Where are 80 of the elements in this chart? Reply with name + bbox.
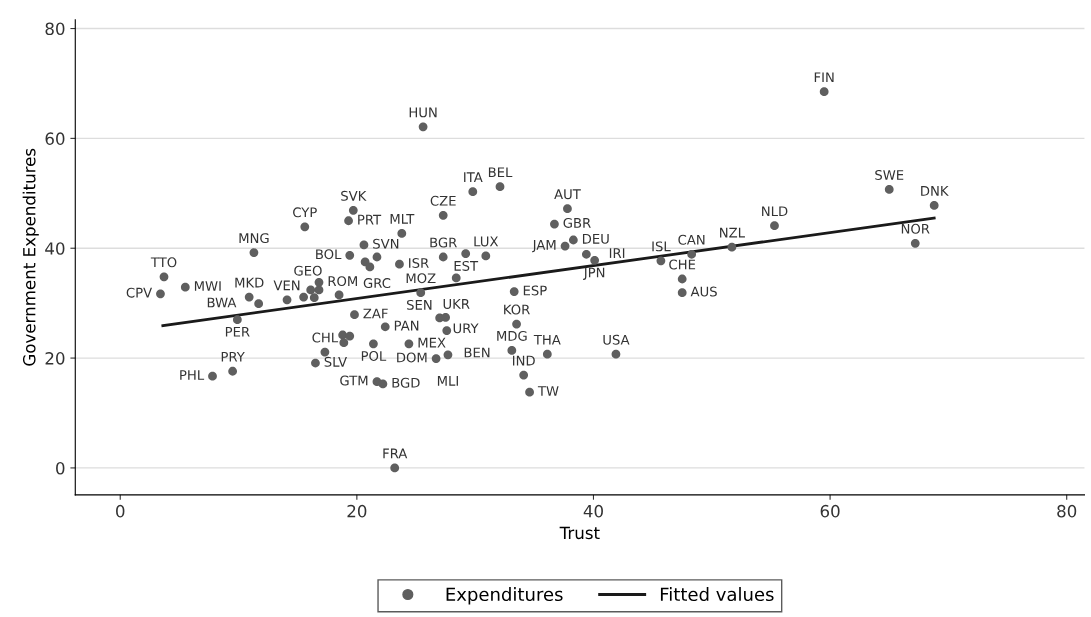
- x-tick-label: 80: [1057, 504, 1077, 518]
- annotation: VEN: [273, 280, 300, 291]
- annotation: GBR: [563, 217, 591, 228]
- x-tick-label: 0: [116, 504, 125, 518]
- annotation: BOL: [316, 249, 342, 260]
- annotation: IRI: [609, 248, 625, 258]
- annotation: PRT: [358, 214, 382, 225]
- annotation: TW: [537, 386, 559, 396]
- annotation: BEL: [488, 167, 513, 178]
- annotation: MLT: [390, 214, 415, 224]
- annotation: PAN: [394, 320, 419, 331]
- annotation: SLV: [324, 356, 347, 367]
- annotation: GTM: [340, 375, 368, 386]
- x-tick-label: 60: [820, 504, 840, 518]
- annotation: SVK: [341, 190, 367, 201]
- x-axis-title: Trust: [559, 526, 600, 540]
- annotation: JAM: [531, 240, 556, 253]
- annotation: CZE: [430, 195, 456, 206]
- annotation: BWA: [207, 297, 237, 308]
- annotation: LUX: [474, 236, 499, 247]
- annotation: IND: [513, 355, 535, 366]
- annotation: SEN: [407, 299, 432, 310]
- annotation: POL: [361, 350, 387, 361]
- annotation: PRY: [221, 351, 245, 362]
- annotation: FRA: [383, 448, 408, 459]
- annotation: NZL: [720, 227, 745, 238]
- y-tick-label: 60: [45, 132, 65, 145]
- y-tick-label: 40: [45, 242, 65, 255]
- annotation: JPN: [583, 267, 605, 280]
- annotation: NOR: [901, 223, 930, 234]
- annotation: CAN: [678, 234, 705, 245]
- annotation: SWE: [875, 169, 904, 180]
- annotation: CHE: [669, 259, 696, 270]
- annotation: USA: [603, 334, 630, 345]
- annotation: GEO: [294, 265, 322, 276]
- annotation: MLI: [437, 376, 458, 386]
- annotation: ESP: [523, 285, 547, 296]
- annotation: CYP: [293, 207, 317, 218]
- annotation: GRC: [363, 278, 391, 289]
- annotation: MWI: [194, 281, 221, 291]
- annotation: ITA: [464, 172, 483, 182]
- annotation: BGD: [392, 377, 420, 388]
- annotation: THA: [533, 334, 561, 345]
- annotation: NLD: [762, 206, 788, 217]
- annotation: ZAF: [363, 308, 388, 319]
- annotation: MDG: [497, 330, 527, 341]
- annotation: PER: [225, 326, 250, 337]
- annotation: DNK: [921, 186, 949, 196]
- legend-label: Expenditures: [446, 587, 563, 605]
- y-tick-label: 80: [45, 22, 65, 36]
- annotation: ROM: [328, 276, 357, 287]
- annotation: DEU: [582, 234, 609, 244]
- y-tick-label: 20: [45, 352, 65, 365]
- annotation: MEX: [418, 337, 446, 348]
- legend-label: Fitted values: [660, 587, 774, 602]
- annotation: KOR: [504, 304, 530, 315]
- annotation: MKD: [235, 277, 264, 288]
- annotation: PHL: [180, 370, 205, 380]
- annotation: ISR: [409, 258, 429, 268]
- annotation: URY: [453, 323, 479, 334]
- x-tick-label: 40: [583, 504, 603, 518]
- annotation: BEN: [464, 347, 490, 358]
- annotation: SVN: [373, 238, 399, 249]
- annotation: AUT: [554, 189, 581, 200]
- annotation: HUN: [409, 107, 437, 118]
- x-tick-label: 20: [347, 504, 367, 518]
- annotation: CPV: [126, 287, 153, 298]
- annotation: AUS: [690, 286, 717, 297]
- y-tick-label: 0: [56, 461, 65, 475]
- annotation: ISL: [652, 241, 671, 252]
- annotation: EST: [454, 260, 479, 271]
- annotation: DOM: [397, 352, 427, 363]
- annotation: UKR: [443, 299, 470, 309]
- annotation: BGR: [430, 237, 457, 248]
- annotation: CHL: [312, 332, 339, 343]
- annotation: TTO: [150, 257, 177, 268]
- y-axis-title: Government Expenditures: [22, 148, 39, 366]
- annotation: MOZ: [406, 273, 436, 284]
- annotation: FIN: [814, 72, 834, 83]
- annotation: MNG: [239, 233, 269, 244]
